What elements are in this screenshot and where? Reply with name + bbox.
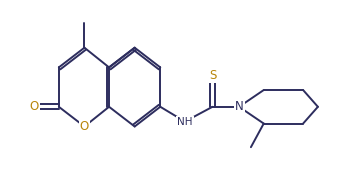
- Text: N: N: [235, 100, 243, 113]
- Text: S: S: [209, 69, 216, 82]
- Text: O: O: [30, 100, 39, 113]
- Text: O: O: [80, 120, 89, 133]
- Text: NH: NH: [177, 117, 193, 126]
